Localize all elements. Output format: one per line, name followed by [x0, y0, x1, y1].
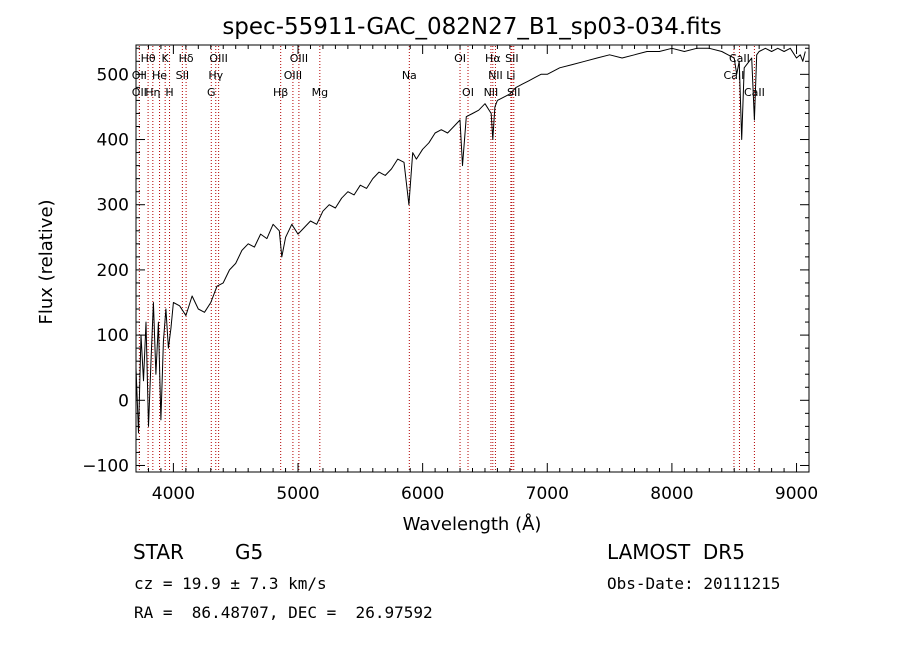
marker-label: OIII — [290, 52, 308, 65]
series-layer — [135, 47, 806, 434]
obs-date: Obs-Date: 20111215 — [607, 574, 781, 593]
marker-label: H — [165, 86, 173, 99]
object-class: STAR — [133, 540, 184, 564]
marker-label: Hβ — [273, 86, 288, 99]
marker-label: OI — [454, 52, 466, 65]
marker-label: He — [152, 69, 167, 82]
y-axis-label: Flux (relative) — [36, 199, 57, 324]
x-tick-label: 4000 — [152, 484, 195, 504]
redshift-cz: cz = 19.9 ± 7.3 km/s — [134, 574, 327, 593]
marker-label: Hη — [145, 86, 160, 99]
plot-frame — [135, 44, 810, 473]
spectrum-line — [135, 47, 806, 434]
marker-label: SII — [507, 86, 520, 99]
marker-label: OII — [132, 86, 147, 99]
marker-label: Hδ — [179, 52, 194, 65]
marker-label: OII — [132, 69, 147, 82]
x-tick-label: 5000 — [276, 484, 319, 504]
marker-label: CaII — [744, 86, 765, 99]
marker-label: OI — [462, 86, 474, 99]
object-subclass: G5 — [235, 540, 264, 564]
marker-label: Hα — [485, 52, 501, 65]
marker-label: Hθ — [141, 52, 156, 65]
y-axis: −100 0 100 200 300 400 500 — [82, 47, 809, 476]
marker-label: Na — [402, 69, 417, 82]
y-tick-label: 100 — [97, 326, 129, 346]
marker-label: CaII — [729, 52, 750, 65]
x-tick-label: 7000 — [526, 484, 569, 504]
marker-label: NII — [488, 69, 503, 82]
y-tick-label: 500 — [97, 65, 129, 85]
marker-label: Mg — [312, 86, 328, 99]
y-tick-label: −100 — [82, 456, 129, 476]
marker-label: NII — [484, 86, 499, 99]
marker-label: SII — [176, 69, 189, 82]
y-tick-label: 200 — [97, 261, 129, 281]
x-axis: 4000 5000 6000 7000 8000 9000 — [147, 45, 818, 504]
marker-label: OIII — [284, 69, 302, 82]
survey-name: LAMOST DR5 — [607, 540, 745, 564]
marker-label: G — [207, 86, 216, 99]
y-tick-label: 0 — [118, 391, 129, 411]
marker-label: SII — [505, 52, 518, 65]
marker-label: Hγ — [208, 69, 223, 82]
marker-label: OIII — [209, 52, 227, 65]
x-tick-label: 6000 — [401, 484, 444, 504]
marker-label: Li — [506, 69, 515, 82]
y-tick-label: 400 — [97, 131, 129, 151]
y-tick-label: 300 — [97, 196, 129, 216]
x-tick-label: 8000 — [650, 484, 693, 504]
marker-label: CaII — [724, 69, 745, 82]
x-axis-label: Wavelength (Å) — [403, 513, 542, 535]
ra-dec: RA = 86.48707, DEC = 26.97592 — [134, 603, 433, 622]
chart-title: spec-55911-GAC_082N27_B1_sp03-034.fits — [222, 14, 721, 40]
line-markers — [138, 46, 755, 471]
marker-label: K — [162, 52, 170, 65]
x-tick-label: 9000 — [775, 484, 818, 504]
marker-labels: Hθ K Hδ OIII OIII OI Hα SII CaII OII He SII Hγ OIII Na… — [132, 52, 765, 99]
